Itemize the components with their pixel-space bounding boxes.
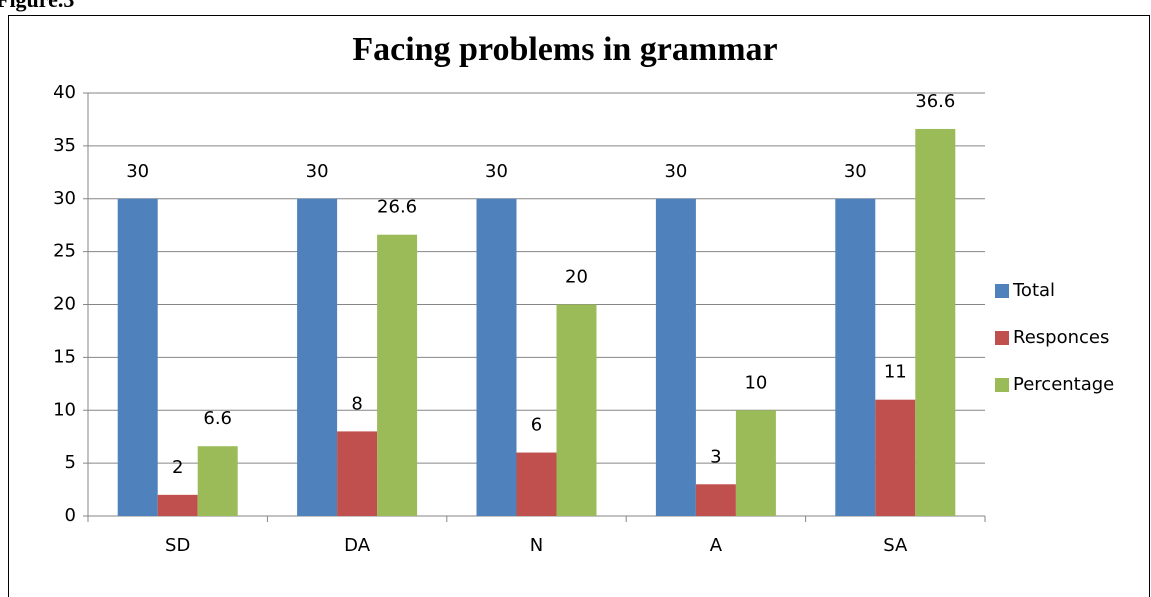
data-label: 30 — [306, 161, 329, 182]
data-label: 30 — [664, 161, 687, 182]
bar — [915, 128, 956, 516]
y-tick-label: 40 — [53, 82, 76, 103]
data-label: 6.6 — [203, 408, 232, 429]
x-tick-label: SD — [165, 535, 190, 556]
data-label: 30 — [844, 161, 867, 182]
y-tick-label: 15 — [53, 346, 76, 367]
x-tick-label: N — [530, 535, 543, 556]
legend-swatch — [995, 284, 1009, 298]
chart-frame — [8, 15, 1150, 597]
legend-label: Responces — [1013, 327, 1109, 348]
y-tick-label: 5 — [65, 452, 76, 473]
bar — [516, 452, 557, 516]
legend-label: Percentage — [1013, 374, 1114, 395]
y-tick-label: 0 — [65, 505, 76, 526]
bar — [655, 198, 696, 516]
legend-swatch — [995, 378, 1009, 392]
bar — [377, 234, 418, 516]
bar — [875, 399, 916, 516]
bar — [117, 198, 158, 516]
bar — [556, 304, 597, 516]
data-label: 36.6 — [915, 91, 955, 112]
y-tick-label: 25 — [53, 241, 76, 262]
chart-title: Facing problems in grammar — [352, 31, 777, 68]
x-tick-label: A — [710, 535, 723, 556]
x-tick-label: DA — [344, 535, 371, 556]
bar — [735, 410, 776, 516]
legend-label: Total — [1012, 280, 1055, 301]
data-label: 26.6 — [377, 197, 417, 218]
bar — [835, 198, 876, 516]
legend-swatch — [995, 331, 1009, 345]
x-tick-label: SA — [883, 535, 908, 556]
y-tick-label: 20 — [53, 294, 76, 315]
bar — [197, 446, 238, 516]
data-label: 10 — [744, 372, 767, 393]
data-label: 30 — [485, 161, 508, 182]
data-label: 30 — [126, 161, 149, 182]
bar — [297, 198, 338, 516]
y-tick-label: 10 — [53, 399, 76, 420]
data-label: 2 — [172, 457, 183, 478]
bar — [337, 431, 378, 516]
data-label: 8 — [351, 393, 362, 414]
y-tick-label: 30 — [53, 188, 76, 209]
bar — [157, 494, 198, 516]
figure-label: Figure.3 — [0, 0, 74, 12]
data-label: 6 — [531, 415, 542, 436]
data-label: 11 — [884, 362, 907, 383]
bar — [476, 198, 517, 516]
data-label: 3 — [710, 446, 721, 467]
y-tick-label: 35 — [53, 135, 76, 156]
bar — [695, 484, 736, 516]
data-label: 20 — [565, 267, 588, 288]
